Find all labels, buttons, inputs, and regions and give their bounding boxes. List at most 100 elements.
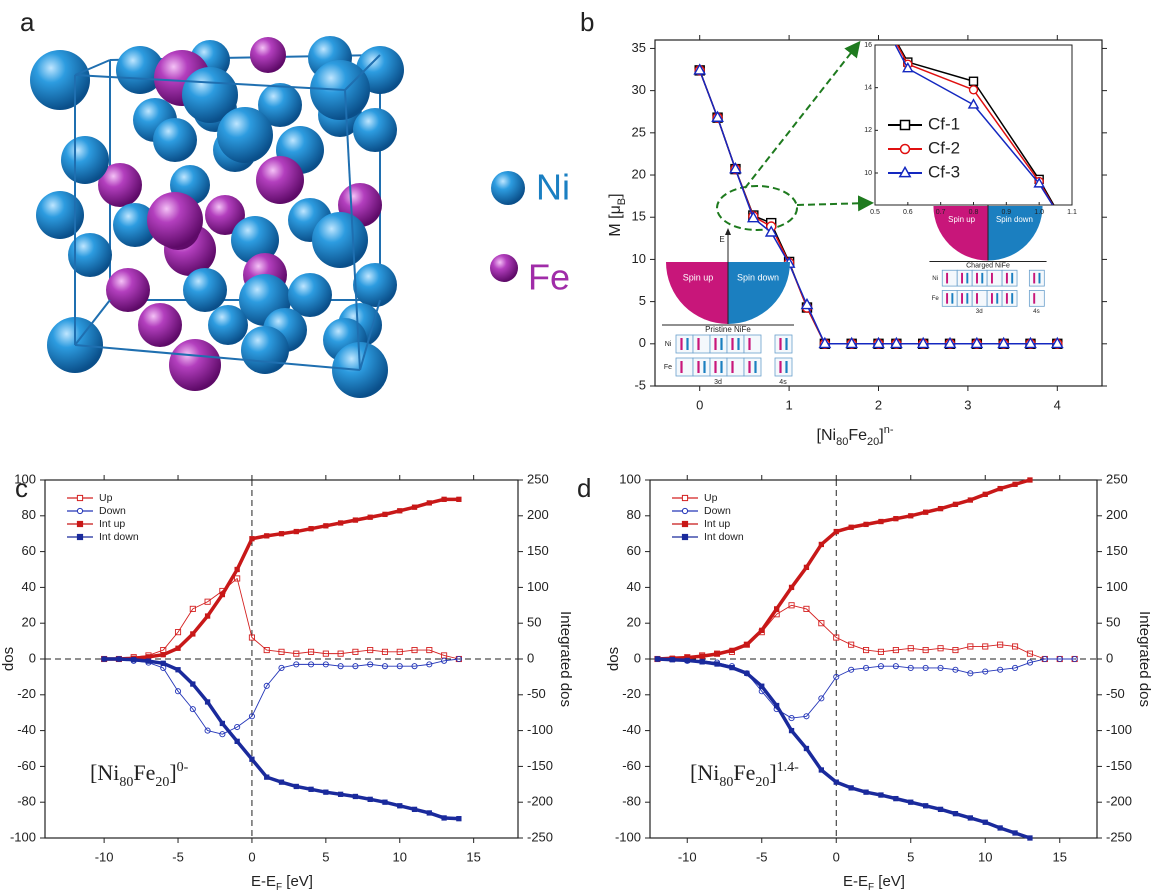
y-tick-label: 80 bbox=[627, 507, 641, 522]
marker bbox=[383, 800, 387, 804]
panel-label: d bbox=[577, 473, 591, 503]
orbital-box bbox=[972, 270, 987, 286]
marker bbox=[279, 532, 283, 536]
y-tick-label: 35 bbox=[632, 40, 646, 55]
y-tick-label: 40 bbox=[627, 579, 641, 594]
marker bbox=[849, 525, 853, 529]
y-tick-label: 10 bbox=[632, 251, 646, 266]
x-tick-label: 5 bbox=[322, 849, 329, 864]
x-tick-label: 0.7 bbox=[936, 209, 946, 216]
y2-tick-label: 100 bbox=[527, 579, 549, 594]
marker bbox=[745, 671, 749, 675]
fe-atom bbox=[250, 37, 286, 73]
zoom-ellipse bbox=[717, 186, 797, 230]
marker bbox=[745, 642, 749, 646]
marker bbox=[894, 796, 898, 800]
series-line bbox=[104, 659, 459, 819]
y-tick-label: 60 bbox=[627, 543, 641, 558]
marker bbox=[191, 682, 195, 686]
marker bbox=[819, 542, 823, 546]
ni-atom bbox=[353, 108, 397, 152]
ni-legend-sphere bbox=[491, 171, 525, 205]
orbital-row-label: Ni bbox=[665, 341, 672, 348]
marker bbox=[682, 534, 687, 539]
y2-tick-label: 150 bbox=[1106, 543, 1128, 558]
fe-atom bbox=[256, 156, 304, 204]
orbital-box bbox=[942, 290, 957, 306]
marker bbox=[730, 648, 734, 652]
marker bbox=[879, 793, 883, 797]
figure: a Ni Fe b c d [Ni80Fe20]n- M [μB] E-EF [… bbox=[0, 0, 1158, 891]
marker bbox=[1013, 482, 1017, 486]
marker bbox=[353, 518, 357, 522]
marker bbox=[220, 592, 224, 596]
x-tick-label: 0.8 bbox=[969, 209, 979, 216]
y-axis-label: dos bbox=[605, 647, 622, 671]
y-tick-label: 20 bbox=[632, 166, 646, 181]
orbital-box bbox=[1002, 290, 1017, 306]
orbital-box bbox=[1029, 270, 1044, 286]
x-tick-label: 2 bbox=[875, 397, 882, 412]
ni-atom bbox=[353, 263, 397, 307]
y-axis-label: dos bbox=[0, 647, 17, 671]
marker bbox=[923, 510, 927, 514]
marker bbox=[338, 521, 342, 525]
y-tick-label: 0 bbox=[639, 335, 646, 350]
marker bbox=[998, 486, 1002, 490]
orbital-row-label: Ni bbox=[932, 275, 938, 282]
marker bbox=[864, 790, 868, 794]
marker bbox=[205, 614, 209, 618]
legend-label: Int up bbox=[99, 518, 125, 530]
x-tick-label: 1.1 bbox=[1067, 209, 1077, 216]
y-tick-label: 60 bbox=[22, 543, 36, 558]
y-tick-label: 16 bbox=[864, 42, 872, 49]
y2-tick-label: -50 bbox=[1106, 686, 1125, 701]
y-tick-label: -100 bbox=[10, 829, 36, 844]
ni-atom bbox=[208, 305, 248, 345]
y2-tick-label: 150 bbox=[527, 543, 549, 558]
marker bbox=[457, 497, 461, 501]
y2-tick-label: -100 bbox=[1106, 722, 1132, 737]
y2-axis-label: Integrated dos bbox=[557, 611, 574, 707]
legend-label: Down bbox=[99, 505, 126, 517]
ni-atom bbox=[153, 118, 197, 162]
annotation: [Ni80Fe20]0- bbox=[90, 760, 189, 790]
x-tick-label: 0 bbox=[248, 849, 255, 864]
y-tick-label: 0 bbox=[634, 650, 641, 665]
marker bbox=[117, 657, 121, 661]
orbital-box bbox=[744, 335, 761, 353]
marker bbox=[427, 811, 431, 815]
marker bbox=[953, 502, 957, 506]
orbital-box bbox=[1002, 270, 1017, 286]
y-tick-label: 20 bbox=[627, 615, 641, 630]
x-tick-label: 15 bbox=[1053, 849, 1067, 864]
marker bbox=[715, 662, 719, 666]
marker bbox=[901, 145, 910, 154]
orbital-box bbox=[710, 335, 727, 353]
orbital-box bbox=[676, 358, 693, 376]
orbital-box bbox=[727, 358, 744, 376]
legend-label: Cf-3 bbox=[928, 162, 960, 181]
marker bbox=[983, 492, 987, 496]
ni-atom bbox=[61, 136, 109, 184]
y2-tick-label: 250 bbox=[1106, 471, 1128, 486]
spin-diagram: ESpin upSpin downPristine NiFeNiFe3d4s bbox=[662, 228, 794, 386]
marker bbox=[1028, 478, 1032, 482]
y2-tick-label: 50 bbox=[1106, 615, 1120, 630]
marker bbox=[220, 721, 224, 725]
marker bbox=[294, 529, 298, 533]
marker bbox=[968, 816, 972, 820]
marker bbox=[879, 519, 883, 523]
legend-label: Ni bbox=[536, 167, 570, 208]
orbital-label: 3d bbox=[976, 308, 983, 315]
marker bbox=[235, 739, 239, 743]
series-line bbox=[104, 578, 459, 659]
y-tick-label: -100 bbox=[615, 829, 641, 844]
legend-label: Down bbox=[704, 505, 731, 517]
orbital-box bbox=[957, 270, 972, 286]
marker bbox=[161, 653, 165, 657]
y-tick-label: 14 bbox=[864, 85, 872, 92]
marker bbox=[309, 787, 313, 791]
marker bbox=[191, 632, 195, 636]
orbital-box bbox=[727, 335, 744, 353]
